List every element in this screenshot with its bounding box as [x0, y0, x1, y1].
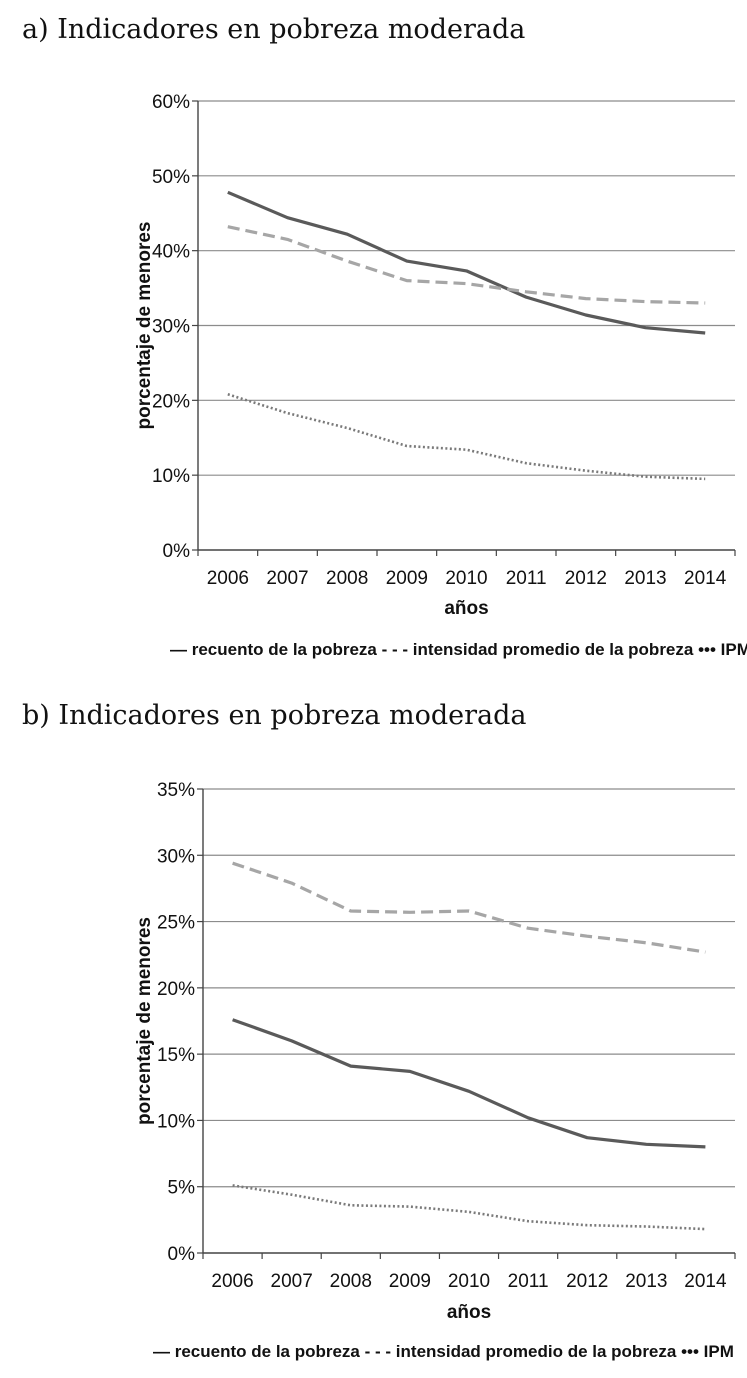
legend: — recuento de la pobreza - - - intensida…	[170, 640, 747, 659]
y-axis-label: porcentaje de menores	[134, 917, 155, 1125]
panel-b-title: b) Indicadores en pobreza moderada	[22, 700, 527, 731]
series-line-solid	[227, 190, 706, 335]
legend-marker: - - -	[377, 640, 413, 659]
x-tick-label: 2012	[566, 1271, 608, 1292]
x-tick-label: 2008	[326, 568, 368, 589]
legend: — recuento de la pobreza - - - intensida…	[153, 1342, 734, 1361]
y-tick-label: 30%	[152, 317, 190, 338]
x-tick-label: 2012	[565, 568, 607, 589]
series-line-dashed	[232, 861, 706, 954]
legend-label: IPM	[721, 640, 747, 659]
y-tick-label: 10%	[157, 1111, 195, 1132]
legend-marker: - - -	[360, 1342, 396, 1361]
legend-marker: •••	[693, 640, 720, 659]
legend-label: recuento de la pobreza	[175, 1342, 361, 1361]
legend-marker: —	[170, 640, 192, 659]
x-tick-label: 2006	[211, 1271, 253, 1292]
y-tick-label: 50%	[152, 167, 190, 188]
series-line-dotted	[232, 1184, 706, 1231]
y-tick-label: 5%	[168, 1178, 196, 1199]
series-line-dotted	[227, 393, 706, 481]
series-line-dashed	[227, 225, 706, 305]
y-tick-label: 30%	[157, 846, 195, 867]
y-tick-label: 60%	[152, 92, 190, 113]
y-tick-label: 10%	[152, 466, 190, 487]
panel-a-title: a) Indicadores en pobreza moderada	[22, 14, 526, 45]
x-tick-label: 2011	[508, 1271, 549, 1292]
legend-label: recuento de la pobreza	[192, 640, 378, 659]
x-tick-label: 2010	[445, 568, 487, 589]
y-axis-label: porcentaje de menores	[134, 221, 155, 429]
legend-label: intensidad promedio de la pobreza	[396, 1342, 677, 1361]
legend-label: intensidad promedio de la pobreza	[413, 640, 694, 659]
chart-b: 0% 5% 10% 15% 20% 25% 30% 35% 2006 2007 2008 2009 20…	[134, 780, 736, 1361]
x-tick-label: 2013	[625, 1271, 667, 1292]
x-tick-label: 2013	[624, 568, 666, 589]
y-tick-label: 20%	[152, 391, 190, 412]
x-tick-label: 2010	[448, 1271, 490, 1292]
x-tick-label: 2006	[207, 568, 249, 589]
x-tick-label: 2011	[506, 568, 547, 589]
x-tick-label: 2014	[684, 1271, 727, 1292]
x-tick-label: 2009	[386, 568, 428, 589]
x-tick-label: 2014	[684, 568, 727, 589]
legend-marker: •••	[676, 1342, 703, 1361]
y-tick-label: 0%	[168, 1244, 196, 1265]
legend-label: IPM	[704, 1342, 734, 1361]
x-tick-label: 2007	[266, 568, 308, 589]
y-tick-label: 35%	[157, 780, 195, 801]
chart-a: 0% 10% 20% 30% 40% 50% 60% 2006 2007 2008 2009 2010…	[134, 92, 747, 659]
y-tick-label: 0%	[163, 541, 191, 562]
y-tick-label: 15%	[157, 1045, 195, 1066]
y-tick-label: 25%	[157, 913, 195, 934]
legend-marker: —	[153, 1342, 175, 1361]
x-tick-label: 2008	[330, 1271, 372, 1292]
y-tick-label: 40%	[152, 242, 190, 263]
series-line-solid	[232, 1018, 706, 1149]
x-axis-label: años	[444, 598, 488, 619]
x-tick-label: 2009	[389, 1271, 431, 1292]
y-tick-label: 20%	[157, 979, 195, 1000]
x-tick-label: 2007	[271, 1271, 313, 1292]
x-axis-label: años	[447, 1302, 491, 1323]
